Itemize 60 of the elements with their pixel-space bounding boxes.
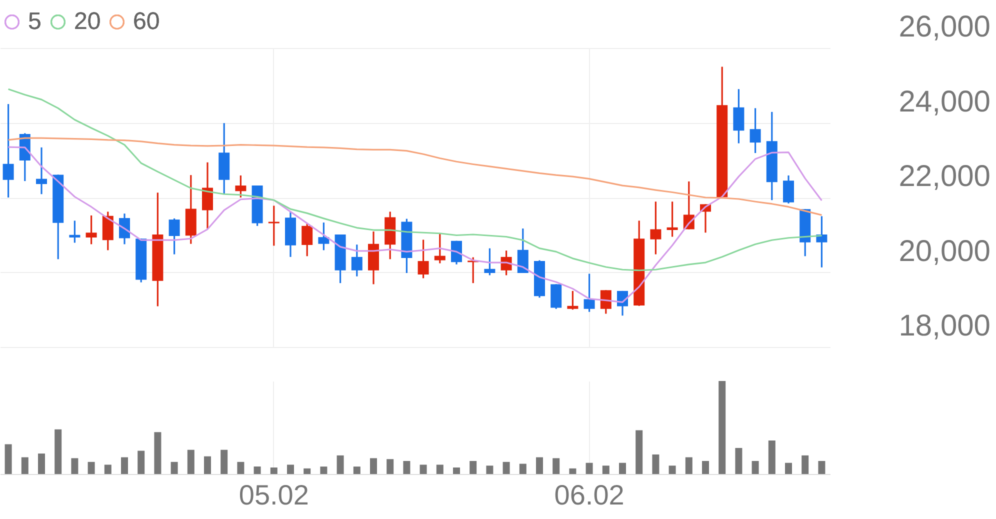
bar xyxy=(104,464,112,474)
bar xyxy=(569,468,576,474)
bar xyxy=(552,458,560,474)
y-tick-label: 26,000 xyxy=(898,10,990,44)
bar xyxy=(470,460,477,474)
legend-label: 20 xyxy=(74,8,101,35)
bar xyxy=(121,457,128,474)
bar xyxy=(71,458,78,474)
bar xyxy=(4,444,12,474)
bar xyxy=(254,466,261,474)
bar xyxy=(320,466,328,474)
bar xyxy=(237,462,244,474)
bar xyxy=(619,462,626,474)
bar xyxy=(21,457,28,474)
bar xyxy=(287,464,294,474)
bar xyxy=(785,462,792,474)
bar xyxy=(38,454,45,474)
x-tick-label: 06.02 xyxy=(554,480,624,510)
bar xyxy=(88,462,95,474)
bar xyxy=(353,466,360,474)
legend-label: 5 xyxy=(28,8,42,35)
bar xyxy=(386,459,394,474)
bar xyxy=(668,466,676,474)
x-tick-label: 05.02 xyxy=(238,480,309,510)
bar xyxy=(436,464,444,474)
bar xyxy=(138,450,145,474)
bar xyxy=(718,381,726,474)
bar xyxy=(154,432,162,474)
bar xyxy=(420,464,427,474)
bar xyxy=(403,460,410,474)
bar xyxy=(802,455,809,474)
y-tick-label: 24,000 xyxy=(898,85,990,118)
y-tick-label: 22,000 xyxy=(898,160,990,193)
bar xyxy=(220,450,228,474)
bar xyxy=(453,467,460,474)
bar xyxy=(187,450,194,474)
bar xyxy=(702,460,709,474)
bar xyxy=(752,460,759,474)
bar xyxy=(602,466,610,474)
bar xyxy=(304,468,311,474)
bar xyxy=(170,462,178,474)
bar xyxy=(270,467,278,474)
bar xyxy=(519,464,526,474)
bar xyxy=(370,458,377,474)
legend-label: 60 xyxy=(133,8,160,35)
bar xyxy=(502,462,510,474)
bar xyxy=(586,462,593,474)
bar xyxy=(652,454,660,474)
y-tick-label: 20,000 xyxy=(898,234,990,268)
bar xyxy=(818,460,826,474)
bar xyxy=(486,466,494,474)
bar xyxy=(536,457,543,474)
bar xyxy=(204,456,211,474)
bar xyxy=(54,429,62,474)
bar xyxy=(768,440,776,474)
y-tick-label: 18,000 xyxy=(898,310,990,342)
bar xyxy=(685,457,692,474)
bar xyxy=(735,448,742,474)
bar xyxy=(636,430,643,474)
bar xyxy=(336,455,344,474)
